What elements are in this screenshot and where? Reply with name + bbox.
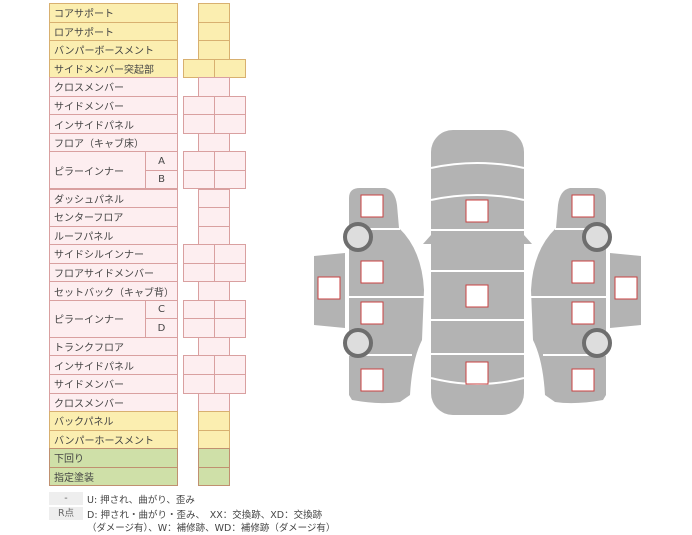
diagram-check-box[interactable]	[571, 260, 595, 284]
legend-text-u: U: 押され、曲がり、歪み	[87, 495, 195, 506]
legend-text-d: D: 押され・曲がり・歪み、 XX：交換跡、XD：交換跡	[87, 510, 323, 521]
check-cell[interactable]	[214, 114, 246, 134]
legend-key-dash: -	[49, 492, 83, 505]
diagram-check-box[interactable]	[465, 361, 489, 385]
legend-text-d-cont: （ダメージ有）、W：補修跡、WD：補修跡（ダメージ有）	[87, 523, 336, 534]
diagram-check-box[interactable]	[317, 276, 341, 300]
car-center-body	[423, 130, 532, 415]
legend-key-r: R点	[49, 507, 83, 520]
diagram-check-box[interactable]	[571, 194, 595, 218]
diagram-check-box[interactable]	[465, 199, 489, 223]
diagram-check-box[interactable]	[614, 276, 638, 300]
diagram-check-box[interactable]	[571, 301, 595, 325]
check-cell[interactable]	[214, 262, 246, 283]
row-label: ピラーインナー	[49, 299, 146, 338]
row-label: 指定塗装	[49, 466, 178, 487]
car-left-side	[314, 188, 425, 404]
diagram-check-box[interactable]	[360, 194, 384, 218]
check-cell[interactable]	[214, 58, 246, 79]
diagram-check-box[interactable]	[360, 301, 384, 325]
check-cell[interactable]	[214, 169, 246, 190]
diagram-check-box[interactable]	[465, 284, 489, 308]
check-cell[interactable]	[214, 318, 246, 338]
diagram-check-box[interactable]	[571, 368, 595, 392]
check-cell[interactable]	[214, 374, 246, 394]
diagram-check-box[interactable]	[360, 368, 384, 392]
row-label: ピラーインナー	[49, 151, 146, 190]
check-cell[interactable]	[198, 466, 230, 487]
diagram-check-box[interactable]	[360, 260, 384, 284]
